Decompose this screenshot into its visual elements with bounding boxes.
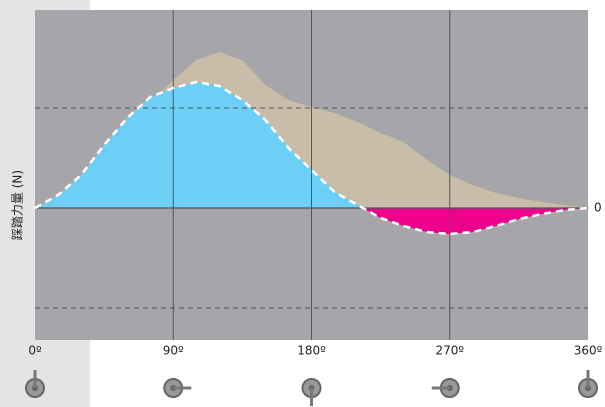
x-tick-label: 360º [574, 344, 603, 358]
x-tick-label: 180º [297, 344, 326, 358]
crank-icons [25, 370, 598, 406]
y-axis-label: 踩踏力量 (N) [11, 170, 25, 240]
x-tick-label: 270º [435, 344, 464, 358]
x-tick-label: 90º [163, 344, 184, 358]
x-tick-label: 0º [28, 344, 42, 358]
y-tick-label: 0 [594, 201, 602, 215]
